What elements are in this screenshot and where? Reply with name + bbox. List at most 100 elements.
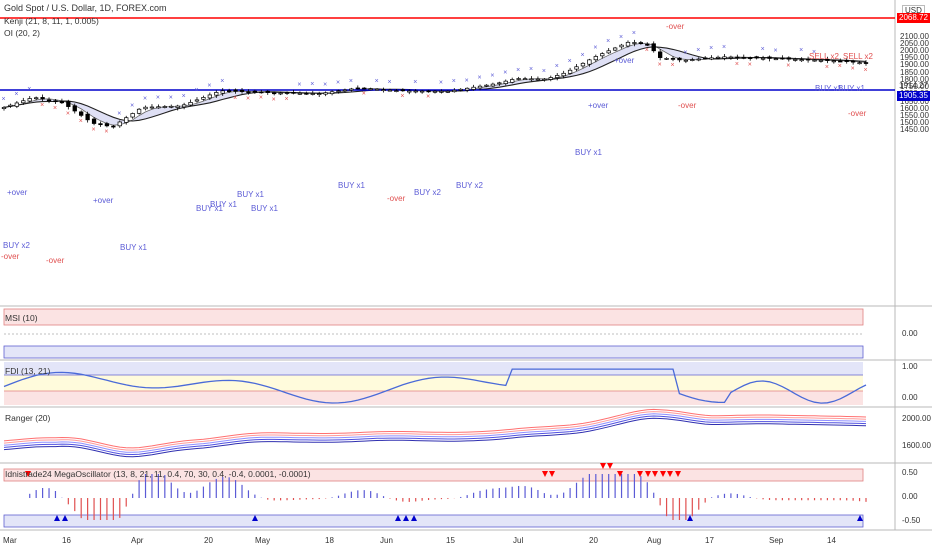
- buy-arrow-icon: [411, 515, 417, 521]
- candle-body: [394, 90, 399, 92]
- signal-cross-icon: ×: [580, 52, 584, 59]
- fdi-label: FDI (13, 21): [5, 366, 51, 376]
- signal-cross-icon: ×: [452, 78, 456, 85]
- signal-cross-icon: ×: [66, 110, 70, 117]
- fdi-lower-zone: [4, 391, 863, 405]
- candle-body: [419, 90, 425, 93]
- sell-arrow-icon: [25, 471, 31, 477]
- candle-body: [863, 62, 869, 64]
- buy-arrow-icon: [403, 515, 409, 521]
- signal-label: +over: [7, 188, 28, 197]
- kenji-fast-line: [3, 42, 867, 126]
- signal-label: BUY x1: [196, 204, 223, 213]
- candle-body: [426, 90, 431, 93]
- time-axis-label: 20: [589, 536, 598, 545]
- candle-body: [651, 43, 656, 52]
- candle-body: [252, 90, 258, 93]
- candle-body: [374, 88, 380, 91]
- candle-body: [728, 56, 734, 59]
- signal-cross-icon: ×: [285, 96, 289, 103]
- candle-body: [143, 106, 148, 110]
- signal-cross-icon: ×: [490, 73, 494, 80]
- sell-arrow-icon: [607, 463, 613, 469]
- candle-body: [8, 104, 13, 107]
- sell-arrow-icon: [652, 471, 658, 477]
- candle-body: [207, 94, 213, 99]
- buy-arrow-icon: [687, 515, 693, 521]
- time-axis-label: Mar: [3, 536, 17, 545]
- signal-label: BUY x1: [210, 200, 237, 209]
- candle-body: [104, 123, 110, 127]
- signal-cross-icon: ×: [606, 38, 610, 45]
- signal-cross-icon: ×: [2, 96, 6, 103]
- candle-body: [600, 53, 605, 57]
- price-axis-label: 1450.00: [900, 125, 929, 135]
- candle-body: [690, 59, 695, 61]
- signal-cross-icon: ×: [529, 66, 533, 73]
- signal-label: BUY x1: [338, 181, 365, 190]
- buy-arrow-icon: [62, 515, 68, 521]
- buy-arrow-icon: [395, 515, 401, 521]
- signal-label: BUY x1: [815, 84, 842, 93]
- price-axis-label: 2100.00: [900, 31, 929, 41]
- sell-arrow-icon: [542, 471, 548, 477]
- symbol-title: Gold Spot / U.S. Dollar, 1D, FOREX.com: [4, 3, 167, 13]
- signal-cross-icon: ×: [53, 105, 57, 112]
- signal-label: -over: [666, 22, 685, 31]
- signal-cross-icon: ×: [400, 93, 404, 100]
- candle-body: [625, 41, 631, 47]
- candle-body: [683, 59, 689, 62]
- ranger-band-line: [3, 411, 867, 451]
- candle-body: [214, 92, 219, 96]
- candle-body: [484, 84, 489, 87]
- price-tag-blue: 1905.35: [897, 91, 930, 101]
- msi-lower-zone: [3, 345, 864, 359]
- signal-cross-icon: ×: [413, 79, 417, 86]
- oi-legend: OI (20, 2): [4, 28, 40, 38]
- mega-lower-zone: [3, 514, 864, 528]
- candle-body: [593, 56, 598, 61]
- candle-body: [272, 92, 277, 95]
- sell-arrow-icon: [617, 471, 623, 477]
- signal-cross-icon: ×: [362, 90, 366, 97]
- signal-cross-icon: ×: [658, 61, 662, 68]
- candle-body: [239, 89, 245, 92]
- candle-body: [201, 97, 206, 100]
- mega-axis-bottom: -0.50: [902, 516, 921, 525]
- signal-cross-icon: ×: [478, 74, 482, 81]
- mega-axis-mid: 0.00: [902, 492, 918, 501]
- signal-label: BUY x2: [456, 181, 483, 190]
- candle-body: [709, 57, 714, 60]
- candle-body: [162, 106, 167, 108]
- candle-body: [497, 82, 502, 85]
- candle-body: [567, 69, 573, 74]
- candle-body: [175, 105, 180, 108]
- candle-body: [156, 106, 161, 109]
- candle-body: [66, 101, 71, 107]
- signal-cross-icon: ×: [812, 49, 816, 56]
- candle-body: [407, 90, 412, 93]
- candle-body: [329, 91, 335, 95]
- candle-body: [79, 111, 84, 116]
- candle-body: [522, 78, 528, 81]
- kenji-legend: Kenji (21, 8, 11, 1, 0.005): [4, 16, 99, 26]
- candle-body: [773, 58, 779, 61]
- signal-cross-icon: ×: [27, 86, 31, 93]
- candle-body: [606, 50, 611, 54]
- candle-body: [188, 102, 193, 106]
- price-axis-label: 2050.00: [900, 38, 929, 48]
- sell-arrow-icon: [645, 471, 651, 477]
- candle-body: [715, 56, 721, 59]
- candle-body: [645, 43, 650, 46]
- candle-body: [130, 113, 135, 118]
- sell-arrow-icon: [600, 463, 606, 469]
- price-tag-red: 2068.72: [897, 13, 930, 23]
- candle-body: [735, 56, 740, 59]
- price-axis-label: 1500.00: [900, 118, 929, 128]
- signal-cross-icon: ×: [297, 81, 301, 88]
- signal-cross-icon: ×: [748, 62, 752, 69]
- signal-cross-icon: ×: [426, 94, 430, 101]
- signal-cross-icon: ×: [182, 93, 186, 100]
- candle-body: [21, 100, 26, 104]
